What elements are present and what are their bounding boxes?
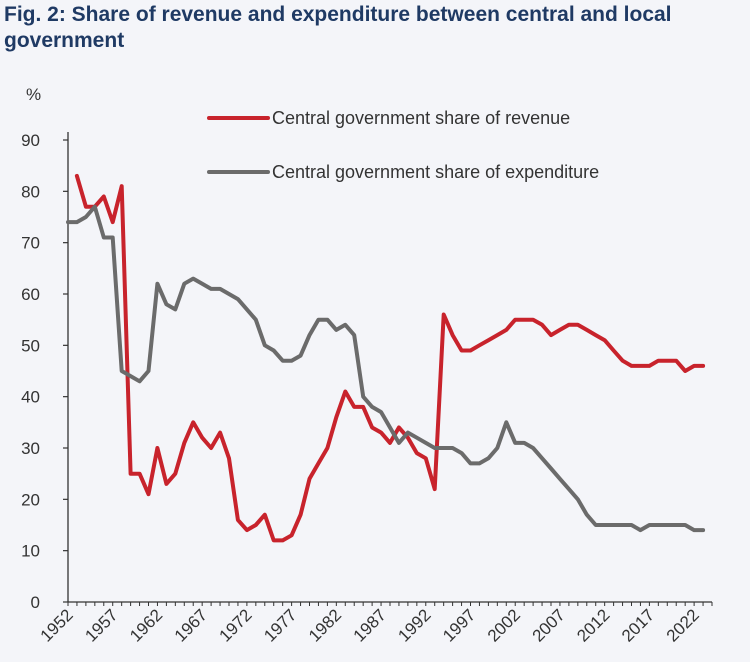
x-tick-label: 1972 [216, 605, 256, 645]
x-tick-label: 1967 [171, 605, 211, 645]
y-tick-label: 60 [21, 285, 40, 304]
y-tick-label: 80 [21, 182, 40, 201]
x-tick-label: 1982 [305, 605, 345, 645]
y-tick-label: 40 [21, 388, 40, 407]
y-tick-label: 90 [21, 131, 40, 150]
x-tick-label: 2007 [529, 605, 569, 645]
x-tick-label: 2022 [663, 605, 703, 645]
x-tick-label: 1962 [126, 605, 166, 645]
y-tick-label: 50 [21, 336, 40, 355]
legend-label-expenditure: Central government share of expenditure [272, 162, 599, 182]
y-tick-label: 20 [21, 490, 40, 509]
x-tick-label: 1997 [439, 605, 479, 645]
legend-label-revenue: Central government share of revenue [272, 108, 570, 128]
x-tick-label: 2002 [484, 605, 524, 645]
x-tick-label: 2017 [618, 605, 658, 645]
y-tick-label: 10 [21, 542, 40, 561]
series-line-revenue [74, 173, 706, 543]
x-tick-label: 1957 [81, 605, 121, 645]
y-tick-label: 0 [31, 593, 40, 612]
x-tick-label: 1987 [350, 605, 390, 645]
chart-title: Fig. 2: Share of revenue and expenditure… [4, 3, 672, 52]
series-line-expenditure [66, 204, 706, 533]
x-tick-label: 2012 [573, 605, 613, 645]
y-axis-unit-label: % [26, 85, 41, 104]
x-tick-label: 1992 [394, 605, 434, 645]
y-tick-label: 70 [21, 234, 40, 253]
x-tick-label: 1977 [260, 605, 300, 645]
x-tick-label: 1952 [37, 605, 77, 645]
y-tick-label: 30 [21, 439, 40, 458]
